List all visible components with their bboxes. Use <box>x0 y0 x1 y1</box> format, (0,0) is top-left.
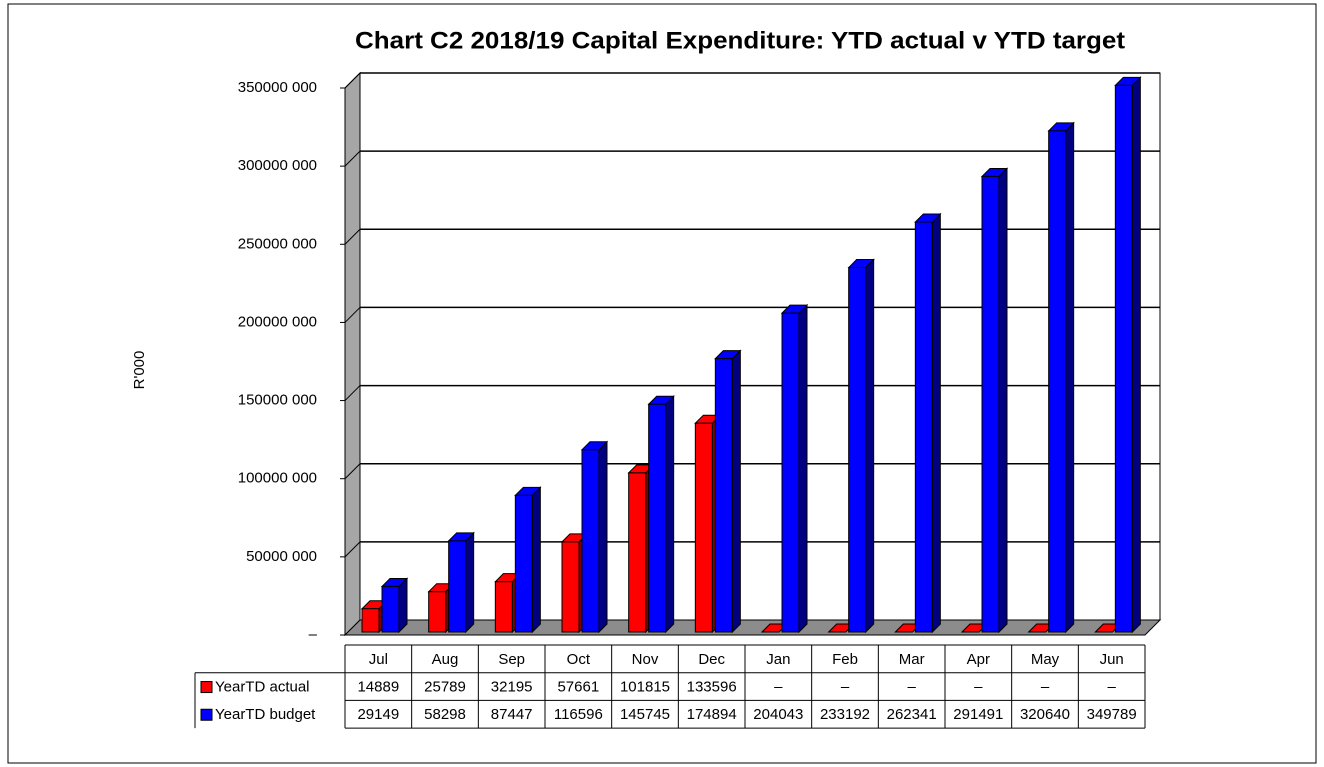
x-tick-label: Feb <box>832 651 858 668</box>
data-label: 29149 <box>357 706 399 723</box>
y-tick-label: 300000 000 <box>238 157 317 174</box>
bar-side <box>1065 121 1075 634</box>
x-tick-label: Nov <box>632 651 659 668</box>
bar-side <box>598 440 608 634</box>
data-label: 116596 <box>554 706 603 723</box>
legend-label: YearTD budget <box>215 706 316 723</box>
side-wall <box>344 71 361 637</box>
data-label: 14889 <box>357 679 399 696</box>
x-tick-label: Aug <box>432 651 459 668</box>
x-tick-label: Sep <box>498 651 525 668</box>
bar-side <box>798 303 808 634</box>
data-label: – <box>907 679 916 696</box>
bar <box>914 221 933 633</box>
bar-side <box>931 212 941 634</box>
y-tick-label: 250000 000 <box>238 235 317 252</box>
bar-side <box>665 395 675 634</box>
grid-line-side <box>344 385 361 401</box>
bar <box>381 585 400 633</box>
grid-line-side <box>344 307 361 323</box>
y-axis-label: R'000 <box>131 351 148 390</box>
grid-line-side <box>344 463 361 480</box>
x-tick-label: Mar <box>899 651 925 668</box>
data-label: 32195 <box>491 679 533 696</box>
bar <box>361 608 380 633</box>
bar <box>628 472 647 633</box>
legend-label: YearTD actual <box>215 679 310 696</box>
y-tick-label: 50000 000 <box>246 548 317 565</box>
grid-line-side <box>344 228 361 245</box>
bar <box>781 312 800 633</box>
y-tick-label: 150000 000 <box>238 392 317 409</box>
data-label: 133596 <box>687 679 737 696</box>
bar <box>561 541 580 633</box>
grid-line-side <box>344 150 361 167</box>
data-label: 145745 <box>620 706 670 723</box>
bar <box>1114 84 1133 633</box>
data-label: – <box>1107 679 1116 696</box>
bar <box>714 358 733 633</box>
x-tick-label: Jan <box>766 651 790 668</box>
bar <box>1048 130 1067 633</box>
bar-side <box>865 258 875 634</box>
data-label: 291491 <box>953 706 1003 723</box>
x-tick-label: Jun <box>1100 651 1124 668</box>
data-label: 58298 <box>424 706 466 723</box>
bar <box>848 267 867 633</box>
back-wall <box>359 72 1161 621</box>
bar-side <box>731 349 741 634</box>
x-tick-label: Oct <box>567 651 591 668</box>
bar-side <box>465 531 475 634</box>
bar <box>494 581 513 633</box>
data-label: – <box>774 679 783 696</box>
bar <box>428 591 447 633</box>
x-tick-label: May <box>1031 651 1060 668</box>
x-tick-label: Apr <box>967 651 990 668</box>
y-tick-label: 200000 000 <box>238 313 317 330</box>
x-tick-label: Jul <box>369 651 388 668</box>
chart-title: Chart C2 2018/19 Capital Expenditure: YT… <box>355 27 1125 54</box>
grid-line-side <box>344 541 361 558</box>
data-label: 262341 <box>887 706 937 723</box>
legend-swatch <box>200 681 213 694</box>
data-label: 25789 <box>424 679 466 696</box>
data-label: 320640 <box>1020 706 1070 723</box>
data-label: – <box>974 679 983 696</box>
data-label: 233192 <box>820 706 870 723</box>
data-label: 87447 <box>491 706 533 723</box>
grid-line-side <box>344 72 361 89</box>
y-tick-label: 350000 000 <box>238 79 317 96</box>
bar <box>694 422 713 633</box>
bar-side <box>531 486 541 634</box>
bar <box>581 449 600 633</box>
data-label: – <box>841 679 850 696</box>
bar-side <box>998 167 1008 634</box>
bar <box>648 403 667 633</box>
legend-swatch <box>200 708 213 721</box>
data-label: 174894 <box>687 706 737 723</box>
data-label: 101815 <box>620 679 670 696</box>
data-label: 349789 <box>1087 706 1137 723</box>
bar <box>448 540 467 633</box>
y-tick-label: – <box>309 626 318 643</box>
data-label: – <box>1041 679 1050 696</box>
data-label: 57661 <box>557 679 599 696</box>
bar <box>514 494 533 633</box>
data-label: 204043 <box>753 706 803 723</box>
bar <box>981 175 1000 633</box>
bar-side <box>398 577 408 634</box>
y-tick-label: 100000 000 <box>238 470 317 487</box>
x-tick-label: Dec <box>698 651 725 668</box>
bar-side <box>1131 76 1141 634</box>
floor <box>343 619 1162 636</box>
